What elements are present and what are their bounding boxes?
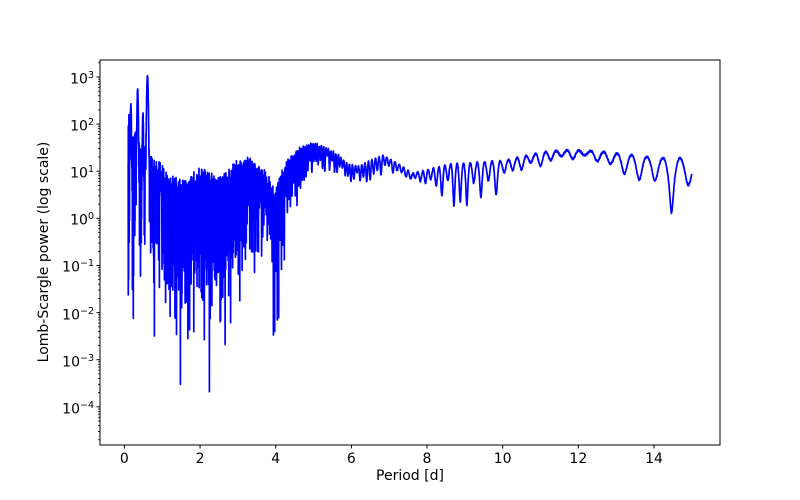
plot-frame xyxy=(99,59,721,446)
y-tick-label: 10−4 xyxy=(62,399,94,418)
y-tick-label: 101 xyxy=(70,164,94,182)
y-axis-label: Lomb-Scargle power (log scale) xyxy=(36,141,52,363)
x-tick-label: 8 xyxy=(422,451,432,467)
y-tick-label: 100 xyxy=(70,211,94,229)
x-tick-label: 0 xyxy=(119,451,129,467)
axes-spines xyxy=(99,59,721,446)
x-tick-label: 4 xyxy=(271,451,281,467)
x-tick-label: 14 xyxy=(645,451,663,467)
x-tick-label: 2 xyxy=(195,451,205,467)
x-tick-label: 12 xyxy=(569,451,588,467)
y-tick-label: 10−3 xyxy=(62,352,94,371)
y-tick-label: 10−2 xyxy=(62,305,94,324)
y-tick-label: 103 xyxy=(70,69,94,88)
x-axis-label: Period [d] xyxy=(376,468,444,484)
y-tick-label: 10−1 xyxy=(62,258,94,277)
axes-ticks xyxy=(96,62,655,449)
y-tick-label: 102 xyxy=(70,117,94,135)
x-tick-label: 6 xyxy=(346,451,356,467)
series-line xyxy=(127,74,693,393)
x-tick-label: 10 xyxy=(493,451,512,467)
